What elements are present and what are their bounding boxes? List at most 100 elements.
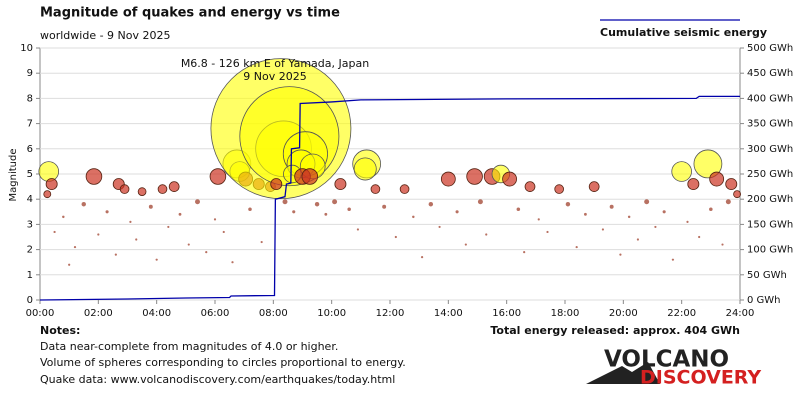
- quake: [148, 204, 153, 209]
- y2-tick-label: 400 GWh: [747, 93, 793, 104]
- quake: [412, 215, 415, 219]
- quake: [270, 178, 283, 191]
- y-tick-label: 0: [27, 295, 33, 306]
- quake: [464, 243, 467, 246]
- quake: [601, 228, 605, 231]
- quake: [129, 220, 132, 223]
- quake: [167, 225, 170, 229]
- quake: [301, 168, 319, 185]
- quake: [85, 168, 103, 185]
- notes-heading: Notes:: [40, 324, 80, 337]
- y2-tick-label: 150 GWh: [747, 219, 793, 230]
- logo: VOLCANO DISCOVERY: [586, 347, 761, 389]
- quake: [178, 212, 182, 216]
- quake: [546, 230, 549, 234]
- quake: [721, 243, 724, 246]
- x-tick-label: 20:00: [609, 308, 638, 319]
- y2-tick-label: 300 GWh: [747, 144, 793, 155]
- quake: [135, 238, 138, 241]
- quake: [455, 210, 459, 214]
- y-tick-label: 6: [27, 144, 33, 155]
- quake: [709, 207, 713, 212]
- quake: [73, 245, 77, 249]
- quake: [654, 225, 657, 229]
- quake: [334, 178, 347, 191]
- quake: [693, 149, 723, 179]
- x-tick-label: 06:00: [201, 308, 230, 319]
- total-energy: Total energy released: approx. 404 GWh: [490, 324, 740, 337]
- quake: [394, 235, 397, 239]
- quake: [248, 207, 252, 212]
- x-tick-label: 14:00: [434, 308, 463, 319]
- quake: [466, 168, 483, 185]
- quake: [627, 215, 631, 219]
- x-tick-label: 10:00: [317, 308, 346, 319]
- quake: [347, 207, 351, 212]
- quake: [584, 212, 587, 216]
- quake: [537, 218, 540, 221]
- quake: [687, 178, 700, 191]
- quake: [292, 210, 296, 214]
- quake: [282, 199, 288, 205]
- quake: [609, 204, 614, 209]
- y2-tick-label: 0 GWh: [747, 295, 781, 306]
- annotation: 9 Nov 2025: [243, 70, 306, 83]
- quake: [644, 199, 650, 205]
- quake: [213, 218, 217, 221]
- quake: [440, 171, 456, 187]
- quake: [332, 199, 338, 205]
- quake: [231, 261, 234, 264]
- logo-bottom: DISCOVERY: [640, 367, 761, 389]
- y2-tick-label: 200 GWh: [747, 194, 793, 205]
- quake: [698, 235, 701, 239]
- quake: [157, 184, 168, 194]
- logo-top: VOLCANO: [604, 347, 729, 373]
- quake: [420, 256, 424, 259]
- quake: [53, 230, 56, 234]
- quake: [155, 258, 158, 261]
- quake: [399, 184, 410, 194]
- quake: [523, 251, 526, 254]
- quake: [137, 187, 147, 196]
- quake: [119, 184, 130, 194]
- energy-line: [39, 95, 740, 301]
- quake: [353, 157, 377, 181]
- quake: [209, 168, 227, 185]
- quake: [709, 171, 725, 187]
- quake: [686, 220, 689, 223]
- quake: [105, 210, 109, 214]
- quake: [671, 161, 692, 182]
- x-tick-label: 16:00: [492, 308, 521, 319]
- quake: [68, 263, 71, 266]
- chart-title: Magnitude of quakes and energy vs time: [40, 6, 340, 21]
- quake: [45, 178, 58, 191]
- quake: [314, 202, 320, 207]
- quake: [356, 228, 360, 231]
- quake: [62, 215, 65, 219]
- annotation: M6.8 - 126 km E of Yamada, Japan: [181, 57, 369, 70]
- note: Data near-complete from magnitudes of 4.…: [40, 340, 338, 353]
- quake: [725, 178, 738, 191]
- quake: [114, 253, 117, 256]
- y-axis-label: Magnitude: [8, 149, 19, 202]
- quake: [485, 233, 488, 236]
- x-tick-label: 12:00: [376, 308, 405, 319]
- y-tick-label: 10: [20, 43, 33, 54]
- x-tick-label: 24:00: [726, 308, 755, 319]
- quake: [97, 233, 100, 236]
- quake: [43, 190, 52, 199]
- y-tick-label: 5: [27, 169, 33, 180]
- quake: [619, 253, 622, 256]
- y-tick-label: 2: [27, 245, 33, 256]
- quake: [575, 245, 578, 249]
- note: Quake data: www.volcanodiscovery.com/ear…: [40, 373, 395, 386]
- y-tick-label: 3: [27, 219, 33, 230]
- quake: [168, 181, 180, 192]
- quake: [502, 171, 517, 187]
- quake: [565, 202, 571, 207]
- y2-tick-label: 450 GWh: [747, 68, 793, 79]
- y-tick-label: 4: [27, 194, 33, 205]
- quake: [671, 258, 675, 261]
- quake: [725, 199, 731, 205]
